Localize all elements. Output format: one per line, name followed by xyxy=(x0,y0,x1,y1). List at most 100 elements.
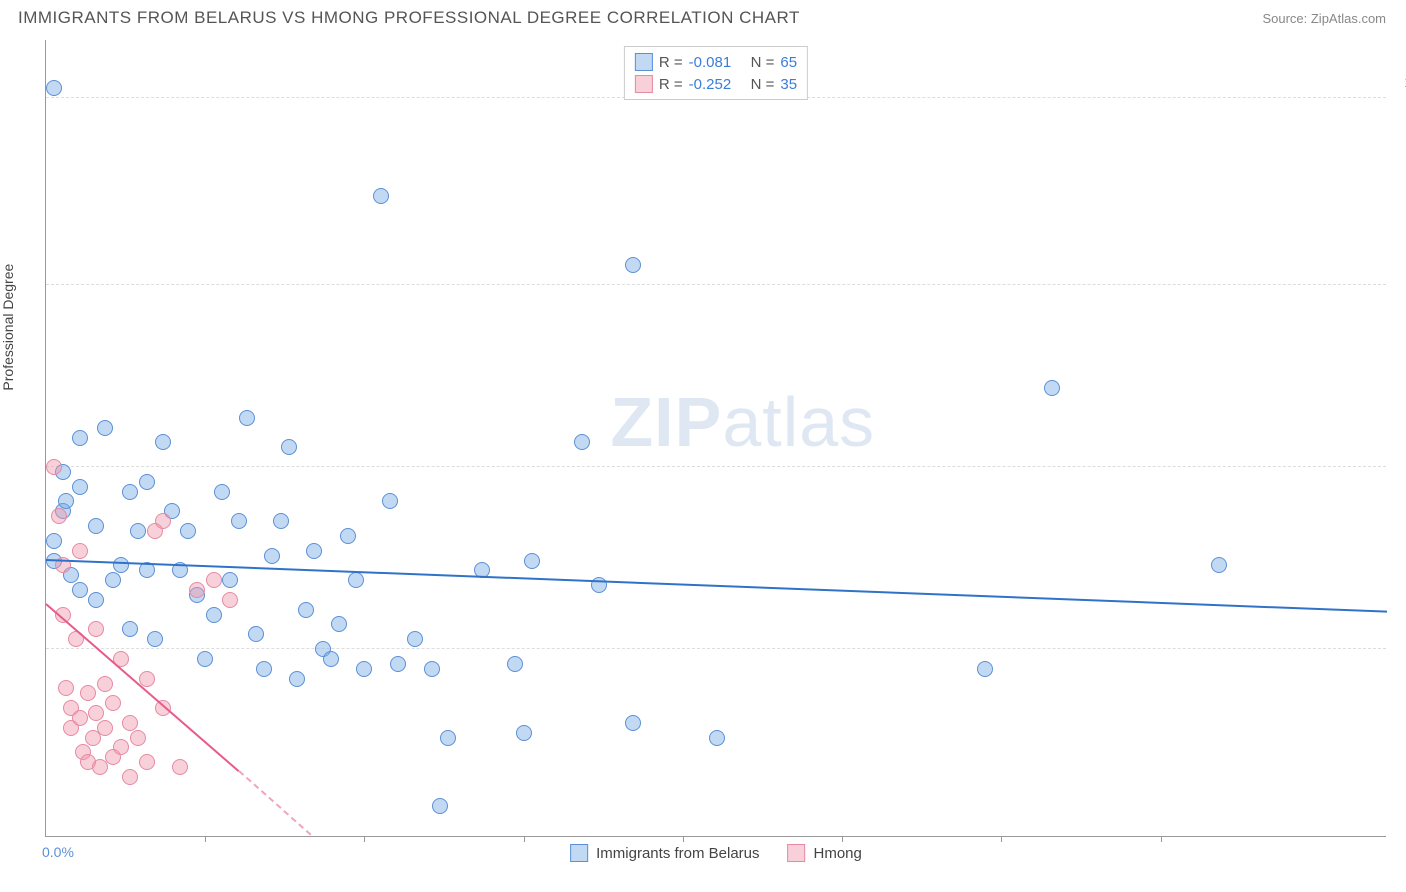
data-point xyxy=(222,592,238,608)
data-point xyxy=(407,631,423,647)
data-point xyxy=(248,626,264,642)
data-point xyxy=(306,543,322,559)
data-point xyxy=(122,715,138,731)
data-point xyxy=(97,420,113,436)
correlation-legend: R =-0.081N =65R =-0.252N =35 xyxy=(624,46,808,100)
trend-line xyxy=(238,770,311,835)
data-point xyxy=(180,523,196,539)
scatter-chart: ZIPatlas 3.8%7.5%11.2%15.0%0.0%8.0%R =-0… xyxy=(45,40,1386,837)
data-point xyxy=(105,572,121,588)
data-point xyxy=(256,661,272,677)
legend-swatch xyxy=(570,844,588,862)
trend-line xyxy=(45,603,239,772)
x-tick xyxy=(524,836,525,842)
data-point xyxy=(273,513,289,529)
gridline xyxy=(46,466,1386,467)
data-point xyxy=(122,769,138,785)
x-tick xyxy=(1161,836,1162,842)
legend-swatch xyxy=(635,75,653,93)
legend-label: Hmong xyxy=(814,845,862,862)
data-point xyxy=(281,439,297,455)
data-point xyxy=(440,730,456,746)
data-point xyxy=(206,572,222,588)
legend-item: Immigrants from Belarus xyxy=(570,844,759,862)
r-label: R = xyxy=(659,76,683,93)
data-point xyxy=(197,651,213,667)
data-point xyxy=(382,493,398,509)
x-tick xyxy=(1001,836,1002,842)
data-point xyxy=(709,730,725,746)
data-point xyxy=(1211,557,1227,573)
data-point xyxy=(72,430,88,446)
data-point xyxy=(72,710,88,726)
data-point xyxy=(206,607,222,623)
data-point xyxy=(92,759,108,775)
legend-label: Immigrants from Belarus xyxy=(596,845,759,862)
data-point xyxy=(88,621,104,637)
x-min-label: 0.0% xyxy=(42,844,74,860)
data-point xyxy=(239,410,255,426)
data-point xyxy=(139,754,155,770)
data-point xyxy=(72,543,88,559)
x-tick xyxy=(842,836,843,842)
legend-item: Hmong xyxy=(788,844,862,862)
data-point xyxy=(155,434,171,450)
r-label: R = xyxy=(659,54,683,71)
x-tick xyxy=(364,836,365,842)
legend-row: R =-0.081N =65 xyxy=(635,51,797,73)
chart-source: Source: ZipAtlas.com xyxy=(1262,11,1386,26)
data-point xyxy=(231,513,247,529)
data-point xyxy=(214,484,230,500)
data-point xyxy=(373,188,389,204)
legend-swatch xyxy=(635,53,653,71)
n-label: N = xyxy=(751,54,775,71)
data-point xyxy=(189,582,205,598)
data-point xyxy=(58,680,74,696)
data-point xyxy=(289,671,305,687)
data-point xyxy=(977,661,993,677)
data-point xyxy=(155,513,171,529)
x-tick xyxy=(683,836,684,842)
legend-row: R = -0.252 N = 35 xyxy=(635,73,797,95)
series-legend: Immigrants from Belarus Hmong xyxy=(570,844,862,862)
data-point xyxy=(80,685,96,701)
data-point xyxy=(122,621,138,637)
data-point xyxy=(331,616,347,632)
data-point xyxy=(46,533,62,549)
data-point xyxy=(97,676,113,692)
data-point xyxy=(147,631,163,647)
gridline xyxy=(46,284,1386,285)
data-point xyxy=(524,553,540,569)
data-point xyxy=(516,725,532,741)
data-point xyxy=(72,582,88,598)
chart-header: IMMIGRANTS FROM BELARUS VS HMONG PROFESS… xyxy=(0,0,1406,32)
n-value: 35 xyxy=(780,76,797,93)
data-point xyxy=(46,80,62,96)
data-point xyxy=(58,493,74,509)
data-point xyxy=(424,661,440,677)
data-point xyxy=(46,459,62,475)
data-point xyxy=(340,528,356,544)
data-point xyxy=(432,798,448,814)
data-point xyxy=(51,508,67,524)
data-point xyxy=(625,715,641,731)
n-label: N = xyxy=(751,76,775,93)
y-axis-label: Professional Degree xyxy=(0,264,16,391)
data-point xyxy=(130,523,146,539)
data-point xyxy=(507,656,523,672)
trend-line xyxy=(46,559,1387,613)
data-point xyxy=(222,572,238,588)
data-point xyxy=(113,739,129,755)
data-point xyxy=(105,695,121,711)
data-point xyxy=(625,257,641,273)
r-value: -0.252 xyxy=(689,76,745,93)
data-point xyxy=(88,705,104,721)
data-point xyxy=(298,602,314,618)
data-point xyxy=(88,518,104,534)
r-value: -0.081 xyxy=(689,54,745,71)
data-point xyxy=(72,479,88,495)
data-point xyxy=(264,548,280,564)
data-point xyxy=(88,592,104,608)
data-point xyxy=(122,484,138,500)
data-point xyxy=(348,572,364,588)
